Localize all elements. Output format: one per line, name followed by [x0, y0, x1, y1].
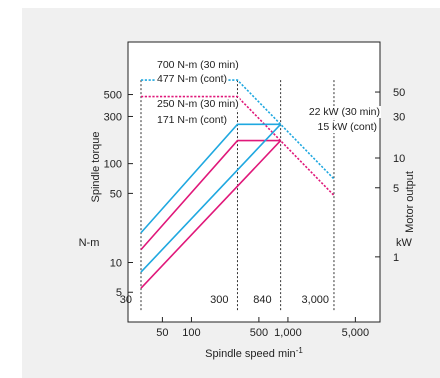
x-tick-label: 50 [156, 327, 168, 339]
y-axis-right-unit: kW [396, 237, 413, 249]
series-label-bg [156, 114, 229, 126]
series-22kw-line [140, 123, 282, 273]
series-label: 171 N-m (cont) [157, 114, 227, 126]
y-right-tick-label: 30 [393, 111, 405, 123]
series-label: 250 N-m (30 min) [157, 98, 239, 110]
x-tick-label: 1,000 [274, 327, 302, 339]
series-label-bg [316, 121, 378, 133]
series-label: 15 kW (cont) [317, 121, 377, 133]
speed-marker-label: 30 [120, 294, 132, 306]
series-label: 700 N-m (30 min) [157, 59, 239, 71]
series-477nm-line [140, 95, 335, 196]
y-left-tick-label: 50 [110, 188, 122, 200]
speed-marker-label: 3,000 [302, 294, 330, 306]
x-axis-title: Spindle speed min-1 [205, 346, 303, 361]
y-left-tick-label: 5 [116, 287, 122, 299]
series-label-bg [156, 59, 240, 71]
speed-marker-label: 840 [253, 294, 271, 306]
series-label: 477 N-m (cont) [157, 73, 227, 85]
y-right-tick-label: 5 [393, 183, 399, 195]
y-right-tick-label: 10 [393, 153, 405, 165]
y-axis-left-title: Spindle torque [90, 132, 102, 203]
series-label-bg [156, 98, 240, 110]
series-label-bg [156, 73, 229, 85]
y-left-tick-label: 100 [104, 159, 122, 171]
y-axis-right-title: Motor output [404, 171, 416, 233]
y-left-tick-label: 300 [104, 111, 122, 123]
y-right-tick-label: 50 [393, 87, 405, 99]
y-axis-left-unit: N-m [79, 237, 100, 249]
speed-marker-label: 300 [210, 294, 228, 306]
x-tick-label: 500 [250, 327, 268, 339]
y-left-tick-label: 500 [104, 90, 122, 102]
y-right-tick-label: 1 [393, 252, 399, 264]
x-tick-label: 100 [182, 327, 200, 339]
series-label: 22 kW (30 min) [309, 106, 380, 118]
x-tick-label: 5,000 [342, 327, 370, 339]
series-15kw-line [140, 140, 282, 289]
y-left-tick-label: 10 [110, 257, 122, 269]
series-label-bg [307, 106, 381, 118]
series-250nm-line [140, 123, 281, 234]
plot-frame [127, 41, 381, 323]
